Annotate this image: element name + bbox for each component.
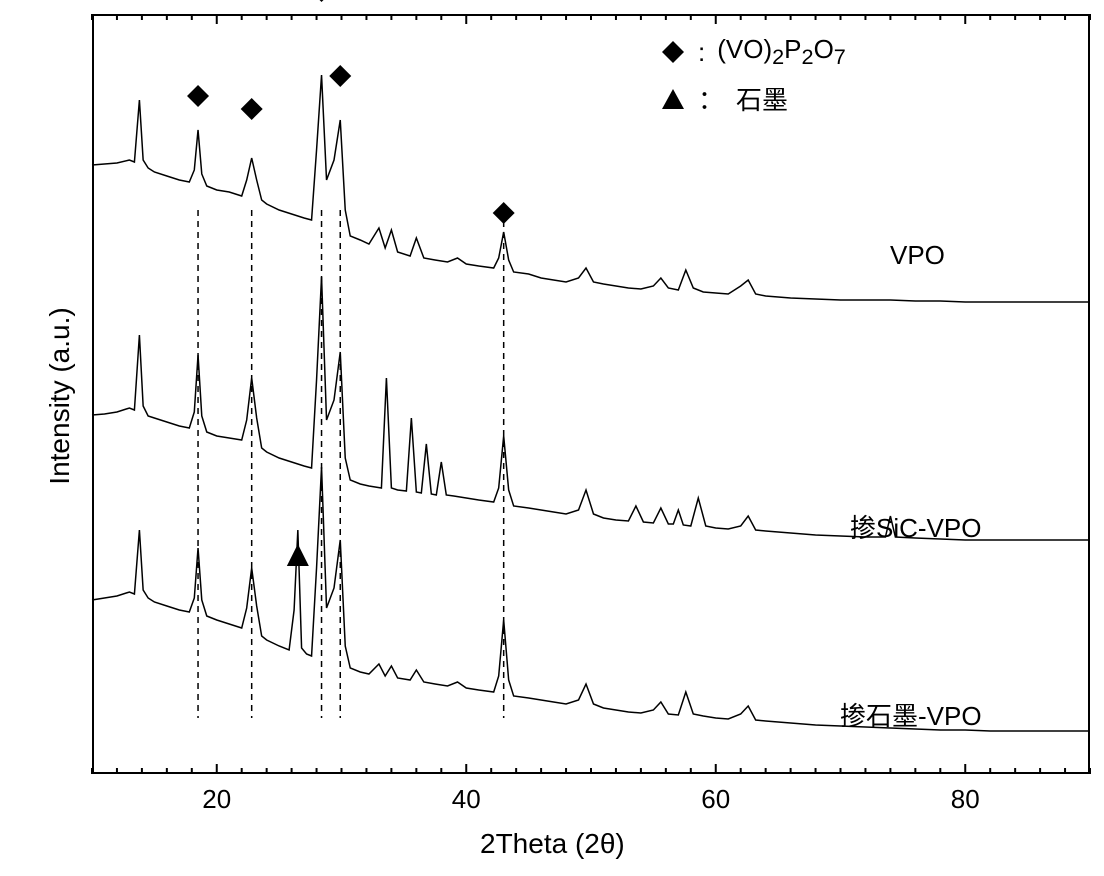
legend-row-diamond: : (VO)2P2O7 bbox=[660, 34, 846, 70]
trace-label-graphite-vpo: 掺石墨-VPO bbox=[840, 696, 982, 733]
diamond-icon bbox=[660, 39, 686, 65]
legend-sep: : bbox=[698, 37, 705, 68]
x-tick-label: 40 bbox=[452, 784, 481, 815]
trace-label-vpo: VPO bbox=[890, 240, 945, 271]
xrd-chart: Intensity (a.u.) 2Theta (2θ) 20406080 VP… bbox=[0, 0, 1104, 876]
x-tick-label: 80 bbox=[951, 784, 980, 815]
x-tick-label: 20 bbox=[202, 784, 231, 815]
x-tick-label: 60 bbox=[701, 784, 730, 815]
legend-label-vpo-phase: (VO)2P2O7 bbox=[717, 34, 846, 70]
legend-label-graphite: 石墨 bbox=[736, 80, 788, 117]
triangle-icon bbox=[660, 86, 686, 112]
trace-label-sic-vpo: 掺SiC-VPO bbox=[850, 508, 981, 545]
legend-row-triangle: ： 石墨 bbox=[660, 80, 788, 117]
legend-sep: ： bbox=[698, 80, 724, 117]
xrd-svg bbox=[0, 0, 1104, 876]
